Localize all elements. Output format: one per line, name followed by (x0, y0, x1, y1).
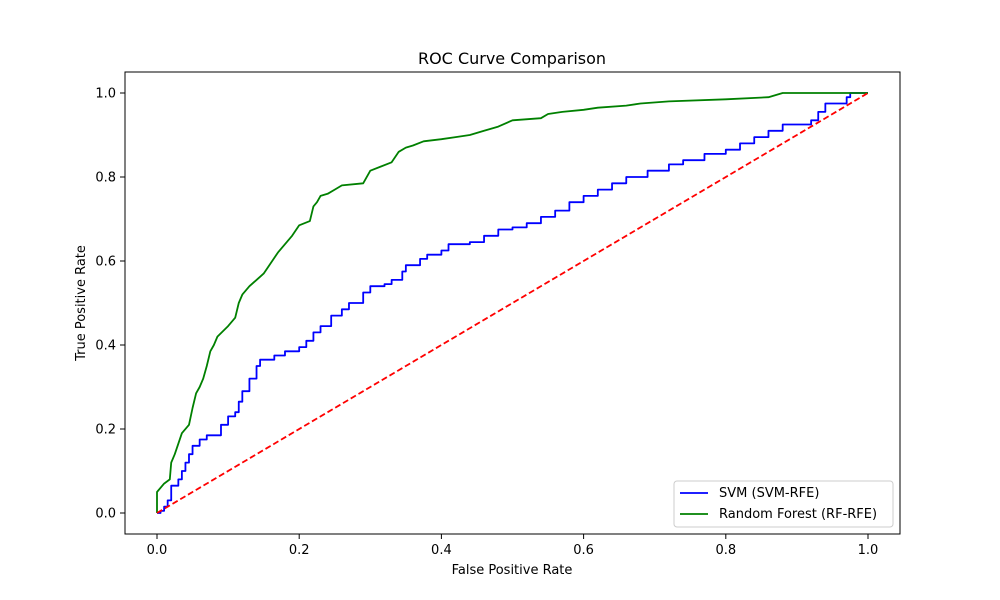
random-forest-roc-line (156, 92, 868, 513)
x-tick-label: 0.6 (573, 543, 594, 558)
x-tick-label: 0.2 (289, 543, 310, 558)
axes-frame (124, 71, 901, 535)
x-tick-label: 0.8 (715, 543, 736, 558)
y-tick-label: 0.2 (95, 423, 116, 438)
plot-area (124, 71, 901, 535)
legend: SVM (SVM-RFE) Random Forest (RF-RFE) (673, 480, 894, 528)
y-tick-label: 1.0 (95, 87, 116, 102)
x-tick-label: 1.0 (858, 543, 879, 558)
y-tick-label: 0.4 (95, 339, 116, 354)
series-lines (156, 92, 869, 514)
x-tick-label: 0.0 (147, 543, 168, 558)
chart-title: ROC Curve Comparison (418, 49, 606, 68)
legend-label-svm: SVM (SVM-RFE) (719, 486, 819, 501)
svm-roc-line (157, 92, 868, 514)
y-tick-label: 0.8 (95, 171, 116, 186)
y-axis: 0.0 0.2 0.4 0.6 0.8 1.0 (95, 87, 125, 522)
y-axis-label: True Positive Rate (74, 245, 89, 362)
x-axis-label: False Positive Rate (452, 563, 573, 578)
x-axis: 0.0 0.2 0.4 0.6 0.8 1.0 (147, 534, 879, 558)
x-tick-label: 0.4 (431, 543, 452, 558)
random-chance-reference-line (156, 92, 869, 514)
y-tick-label: 0.6 (95, 255, 116, 270)
y-tick-label: 0.0 (95, 507, 116, 522)
legend-box (673, 480, 894, 528)
legend-label-random-forest: Random Forest (RF-RFE) (719, 507, 877, 522)
